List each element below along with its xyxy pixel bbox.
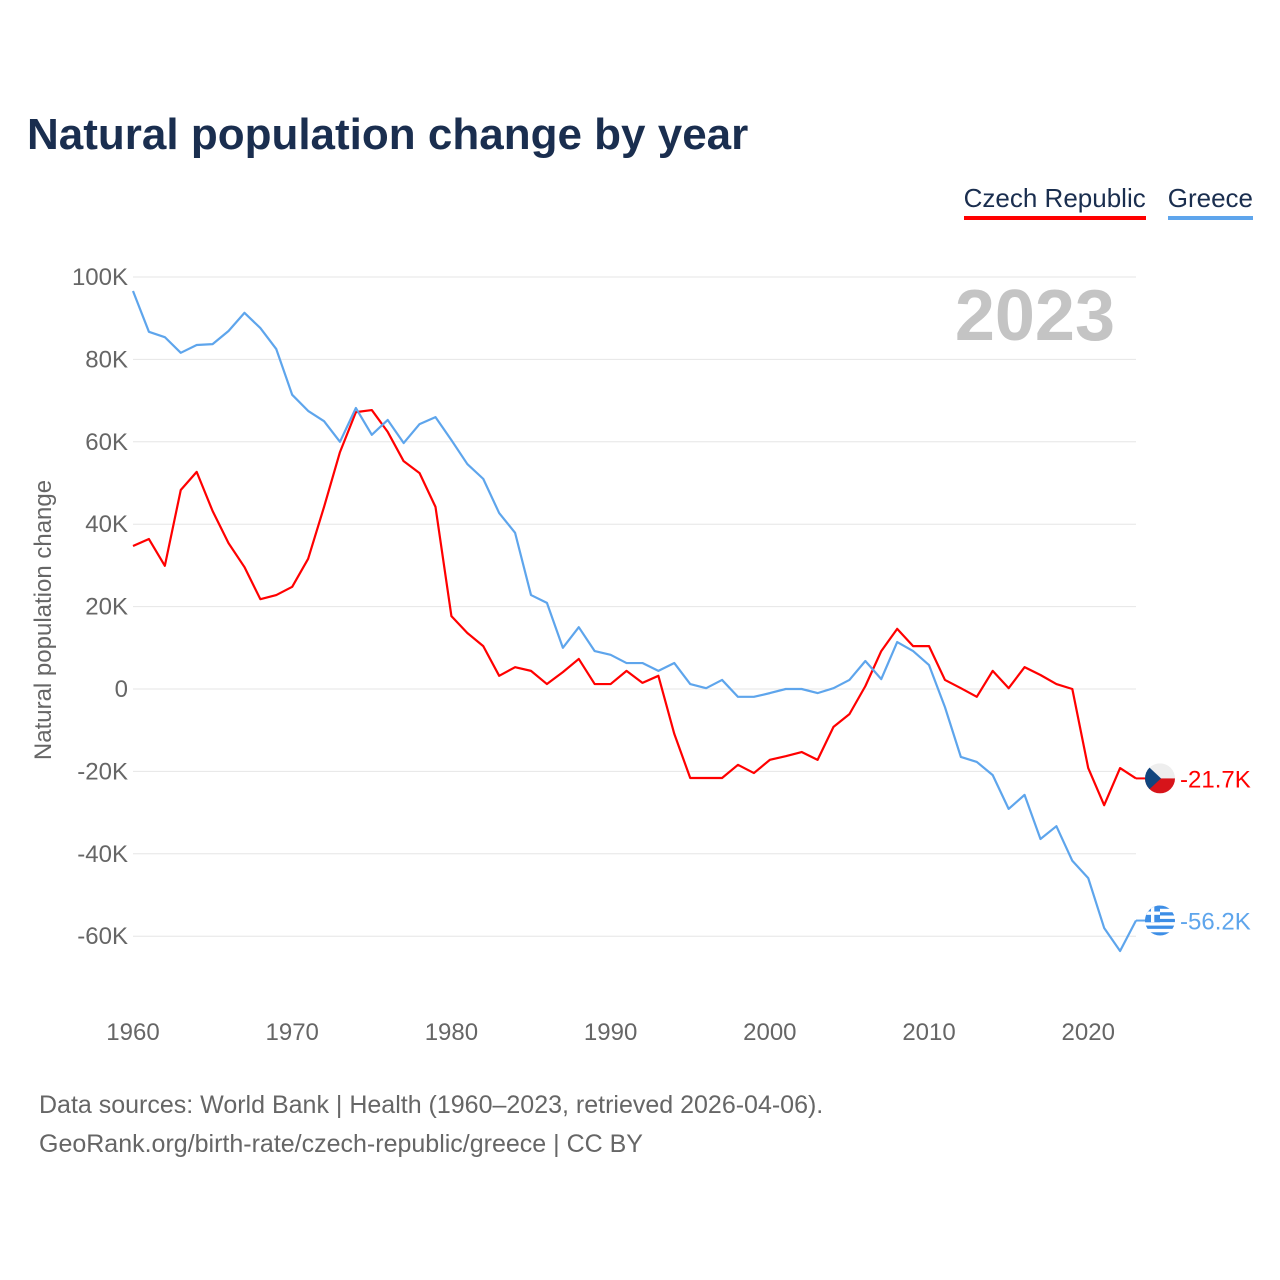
czech-flag-icon [1145,763,1175,794]
x-tick-label: 1980 [425,1019,478,1046]
y-tick-label: 100K [72,264,128,291]
x-tick-label: 2020 [1062,1019,1115,1046]
legend-czech-republic[interactable]: Czech Republic [963,183,1146,220]
y-tick-label: 40K [85,511,128,538]
legend: Czech Republic Greece [963,183,1253,220]
source-note: Data sources: World Bank | Health (1960–… [39,1086,823,1164]
y-tick-label: -20K [77,758,128,785]
y-axis-label: Natural population change [30,480,57,760]
flag-stripe [1145,928,1175,933]
x-tick-label: 2010 [902,1019,955,1046]
y-tick-label: 20K [85,594,128,621]
y-tick-label: -60K [77,923,128,950]
source-line-1: Data sources: World Bank | Health (1960–… [39,1091,824,1119]
flag-blue [1145,763,1161,794]
y-tick-label: 80K [85,346,128,373]
flag-cross-v [1151,905,1155,923]
greece-flag-icon [1145,905,1175,936]
x-tick-label: 1990 [584,1019,637,1046]
legend-greece[interactable]: Greece [1167,183,1253,220]
end-value-label: -56.2K [1180,909,1251,936]
x-tick-label: 1970 [266,1019,319,1046]
end-value-label: -21.7K [1180,766,1251,793]
series-line-greece [131,290,1137,953]
y-tick-label: -40K [77,841,128,868]
x-tick-label: 1960 [106,1019,159,1046]
current-year-label: 2023 [955,276,1115,356]
y-tick-label: 60K [85,429,128,456]
source-line-2[interactable]: GeoRank.org/birth-rate/czech-republic/gr… [39,1130,643,1158]
flag-stripe [1145,925,1175,929]
flag-stripe [1145,922,1175,926]
chart-title: Natural population change by year [27,110,749,159]
flag-stripe [1145,932,1175,936]
x-tick-label: 2000 [743,1019,796,1046]
y-tick-label: 0 [115,676,128,703]
series-line-czech-republic [132,408,1137,807]
